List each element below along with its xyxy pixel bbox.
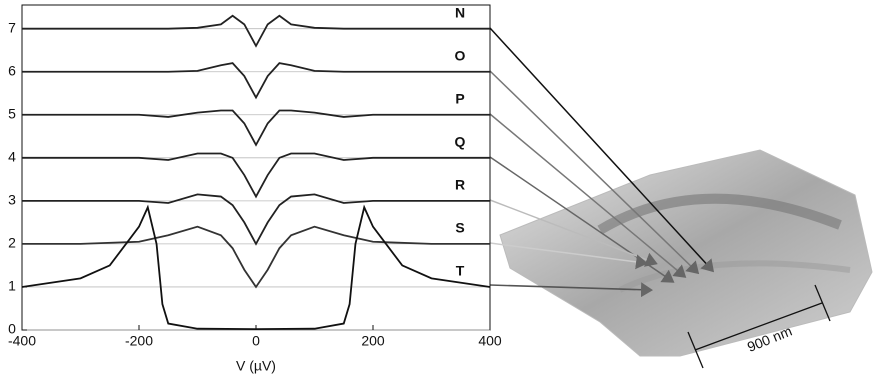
series-line (22, 14, 490, 48)
x-tick-label: 0 (252, 333, 260, 349)
y-tick-label: 4 (8, 149, 16, 165)
y-tick-label: 5 (8, 105, 16, 121)
y-tick-label: 0 (8, 321, 16, 337)
scale-bar (687, 284, 831, 369)
y-tick-label: 1 (8, 278, 16, 294)
y-tick-label: 2 (8, 235, 16, 251)
series-line (22, 109, 490, 147)
series-label: S (455, 220, 464, 236)
x-tick-label: 200 (361, 333, 385, 349)
series-line (21, 204, 491, 331)
stm-image (499, 149, 873, 357)
x-tick-label: -200 (125, 333, 153, 349)
x-tick-label: 400 (478, 333, 502, 349)
series-label: Q (455, 134, 466, 150)
series-line (22, 62, 490, 100)
series-line (22, 152, 490, 199)
series-line (22, 225, 490, 289)
series-line (22, 193, 490, 246)
series-label: P (455, 90, 464, 106)
x-tick-label: -400 (8, 333, 36, 349)
y-tick-label: 7 (8, 19, 16, 35)
series-label: T (456, 263, 465, 279)
series-label: R (455, 177, 465, 193)
plot-frame (21, 4, 491, 331)
y-tick-label: 3 (8, 192, 16, 208)
y-tick-label: 6 (8, 62, 16, 78)
x-axis-label: V (µV) (236, 358, 276, 374)
series-label: N (455, 4, 465, 20)
series-label: O (455, 47, 466, 63)
arrows (489, 27, 715, 298)
